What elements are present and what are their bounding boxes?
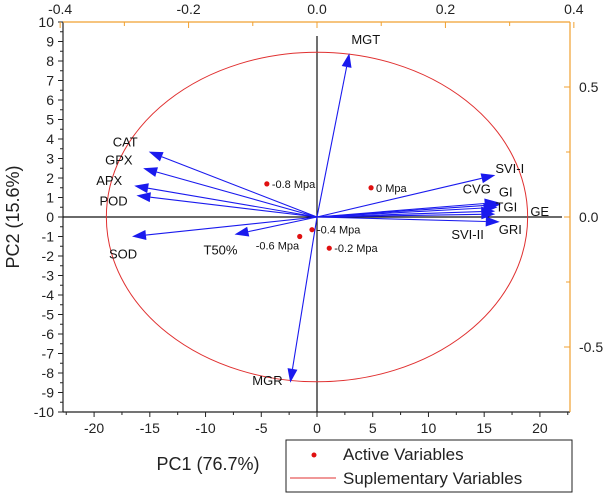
score-point [264, 181, 270, 187]
x-tick-label: 0 [313, 420, 321, 436]
x-tick-label: -5 [255, 420, 268, 436]
x-axis-title: PC1 (76.7%) [156, 454, 259, 474]
x-tick-label: -20 [84, 420, 104, 436]
loading-vector [145, 216, 318, 236]
legend-label-supplementary: Suplementary Variables [343, 469, 522, 488]
y-tick-label: 6 [46, 92, 54, 108]
score-point [309, 227, 315, 233]
arrowhead [481, 209, 496, 220]
loading-vector [150, 196, 318, 218]
vector-label: APX [96, 173, 122, 188]
x-tick-label: 15 [476, 420, 492, 436]
loading-vector [316, 216, 486, 223]
score-point [368, 185, 374, 191]
legend-dot-marker [311, 452, 317, 458]
vector-label: MGT [351, 32, 380, 47]
y-tick-label: -9 [42, 385, 55, 401]
vector-label: CVG [463, 181, 491, 196]
arrowhead [287, 368, 298, 383]
score-point-label: -0.4 Mpa [317, 225, 361, 237]
vector-label: GE [530, 204, 549, 219]
arrowhead [143, 167, 158, 177]
y-tick-label: -7 [42, 346, 55, 362]
x-tick-label: -10 [195, 420, 215, 436]
top-tick-label: -0.2 [177, 1, 201, 17]
y-tick-label: -2 [42, 248, 55, 264]
arrowhead [131, 230, 147, 241]
score-point [326, 245, 332, 251]
correlation-circle [105, 51, 529, 383]
vector-label: GI [499, 184, 513, 199]
loading-vector [291, 216, 318, 370]
loading-vector [316, 177, 482, 218]
loading-vector [156, 171, 318, 218]
loading-vector [248, 216, 318, 233]
x-tick-label: 5 [369, 420, 377, 436]
arrowhead [234, 226, 250, 237]
arrowhead [134, 183, 149, 194]
y-tick-label: -6 [42, 326, 55, 342]
score-point-label: -0.6 Mpa [256, 241, 300, 253]
y-tick-label: 4 [46, 131, 54, 147]
y-tick-label: -8 [42, 365, 55, 381]
arrowhead [136, 192, 151, 203]
legend-label-active: Active Variables [343, 445, 464, 464]
y-tick-label: 5 [46, 112, 54, 128]
arrowhead [480, 173, 496, 184]
loading-vector [316, 66, 348, 218]
x-tick-label: 20 [532, 420, 548, 436]
vector-label: POD [99, 194, 127, 209]
loading-vector [316, 207, 484, 218]
y-tick-label: 0 [46, 209, 54, 225]
x-tick-label: -15 [140, 420, 160, 436]
vector-label: SVI-I [495, 161, 524, 176]
y-tick-label: -1 [42, 229, 55, 245]
loading-vector [161, 156, 318, 218]
y-axis-title: PC2 (15.6%) [3, 165, 23, 268]
top-tick-label: 0.4 [564, 1, 584, 17]
arrowhead [341, 53, 352, 68]
score-point-label: -0.2 Mpa [334, 243, 378, 255]
y-tick-label: 2 [46, 170, 54, 186]
y-tick-label: 10 [38, 14, 54, 30]
legend: Active Variables Suplementary Variables [285, 439, 573, 493]
y-tick-label: 3 [46, 151, 54, 167]
vector-label: SVI-II [451, 227, 484, 242]
vector-label: SOD [109, 247, 137, 262]
loading-vector [316, 213, 482, 218]
vector-label: MGR [252, 373, 282, 388]
score-point-label: -0.8 Mpa [272, 179, 316, 191]
y-tick-label: -3 [42, 268, 55, 284]
right-tick-label: 0.0 [579, 209, 599, 225]
arrowhead [485, 216, 500, 227]
x-tick-label: 10 [421, 420, 437, 436]
right-tick-label: 0.5 [579, 79, 599, 95]
y-tick-label: 7 [46, 73, 54, 89]
vector-label: GPX [105, 152, 133, 167]
top-tick-label: 0.0 [307, 1, 327, 17]
arrowhead [148, 151, 164, 162]
y-tick-label: 9 [46, 34, 54, 50]
top-tick-label: 0.2 [436, 1, 456, 17]
vector-label: GRI [499, 222, 522, 237]
vector-label: TGI [496, 199, 518, 214]
y-tick-label: -5 [42, 307, 55, 323]
vector-label: T50% [204, 243, 238, 258]
y-tick-label: -10 [34, 404, 54, 420]
top-tick-label: -0.4 [48, 1, 72, 17]
score-point-label: 0 Mpa [376, 183, 407, 195]
y-tick-label: 1 [46, 190, 54, 206]
vector-label: CAT [113, 135, 138, 150]
y-tick-label: -4 [42, 287, 55, 303]
y-tick-label: 8 [46, 53, 54, 69]
right-tick-label: -0.5 [579, 339, 603, 355]
score-point [297, 233, 303, 240]
loading-vector [147, 187, 318, 218]
